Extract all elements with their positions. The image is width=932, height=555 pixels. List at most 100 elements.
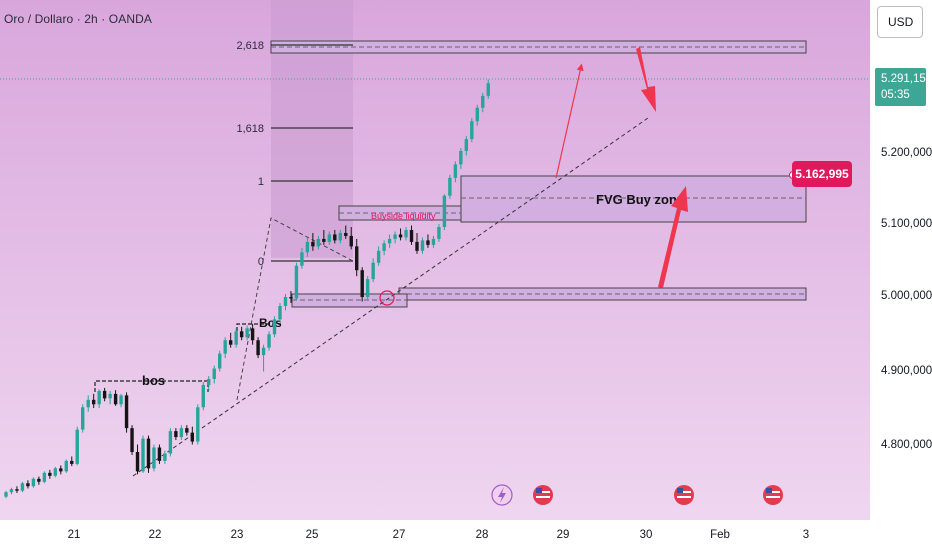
candle-body [228,340,233,345]
us-flag-icon[interactable] [674,485,694,505]
candle-body [272,319,277,335]
candle-body [442,195,447,227]
candle-body [185,428,189,433]
candle-body [141,438,145,472]
candle-body [108,393,112,399]
candle-body [322,238,326,242]
symbol-legend[interactable]: Oro / Dollaro · 2h · OANDA [4,12,152,26]
fvg-buy-zone[interactable] [460,175,807,223]
x-tick-25: 25 [306,529,319,541]
candle-body [338,232,342,241]
candle-body [267,334,271,348]
candle-body [179,428,184,438]
candle-body [15,489,19,491]
candle-body [283,297,288,306]
candle-body [196,407,200,442]
candle-body [207,378,211,385]
buyside-liquidity-label: Buyside liquidity [371,211,436,221]
last-price-value: 5.291,150 [881,73,932,85]
candle-body [130,428,134,452]
candle-body [355,246,359,271]
candle-body [437,226,441,239]
candle-body [163,453,167,461]
candle-body [459,151,463,165]
candle-body [97,390,101,405]
candle-body [481,95,485,108]
candle-body [37,478,41,482]
bos-lower-label: bos [142,373,165,388]
candle-body [464,139,469,151]
candle-body [124,395,129,429]
candle-body [486,83,490,96]
candle-body [223,340,227,354]
candle-body [382,243,386,251]
candle-body [278,305,282,320]
candle-body [305,241,310,253]
fib-label-2618: 2,618 [236,40,264,52]
candle-body [261,347,266,356]
candle-body [135,451,140,472]
candle-body [146,438,151,469]
candle-body [59,468,63,472]
candle-body [426,240,430,245]
candle-body [152,447,156,469]
candle-body [4,492,8,497]
y-tick-5000: 5.000,000 [881,290,932,302]
y-tick-4900: 4.900,000 [881,365,932,377]
x-tick-22: 22 [149,529,162,541]
candle-body [234,331,238,345]
x-tick-feb: Feb [710,529,730,541]
candle-body [245,328,249,338]
candle-body [53,468,58,476]
currency-button[interactable]: USD [877,6,923,38]
candle-body [344,232,348,236]
candle-body [86,399,90,408]
x-tick-29: 29 [557,529,570,541]
candle-body [431,238,436,245]
x-tick-23: 23 [231,529,244,541]
candle-body [212,368,216,379]
bos-upper-label: Bos [259,316,282,330]
candle-body [448,177,452,196]
arrow-up-from-demand [658,186,688,288]
candle-body [119,395,123,405]
candle-body [75,429,79,464]
candlestick-series[interactable] [4,79,490,499]
candle-body [371,262,375,280]
candle-body [91,399,96,405]
candle-body [475,107,479,122]
time-axis-panel[interactable] [0,520,870,550]
candle-body [174,431,178,438]
candle-body [387,238,392,244]
candle-body [190,432,195,442]
us-flag-icon[interactable] [763,485,783,505]
candle-body [239,331,244,338]
candle-body [218,353,222,369]
candle-body [102,390,107,399]
y-tick-5200: 5.200,000 [881,147,932,159]
candle-body [376,250,381,263]
candle-body [393,234,397,239]
fib-label-0: 0 [258,256,264,268]
candle-body [409,229,414,242]
fib-anchor-lines [236,217,354,401]
arrow-up-to-target [555,63,584,179]
fib-label-1: 1 [258,176,264,188]
candle-body [415,241,419,251]
candle-body [20,483,25,491]
candle-body [48,472,52,476]
candle-body [300,252,304,266]
fib-label-1618: 1,618 [236,123,264,135]
bos-upper-line [236,323,281,331]
fvg-zone-label: FVG Buy zone [596,192,684,207]
candle-body [470,121,474,140]
us-flag-icon[interactable] [533,485,553,505]
candle-body [316,238,321,247]
candle-body [64,460,68,472]
candle-body [294,265,299,299]
lightning-icon[interactable] [491,484,513,506]
candle-body [31,478,36,487]
candle-body [404,229,408,238]
